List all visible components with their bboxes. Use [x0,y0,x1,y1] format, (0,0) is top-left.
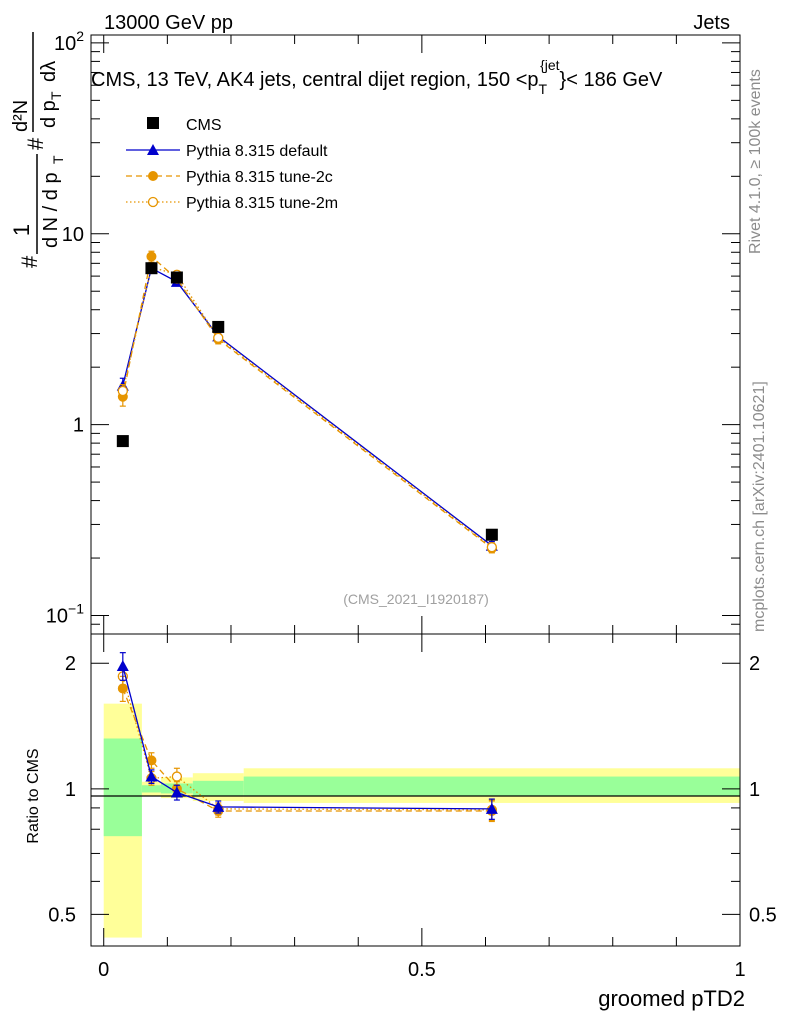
main-panel [116,250,498,554]
legend-label-tune2m: Pythia 8.315 tune-2m [186,195,338,212]
main-point-0-1 [145,262,158,275]
svg-text:#: # [17,255,42,268]
legend: CMS Pythia 8.315 default Pythia 8.315 tu… [126,117,338,212]
ratio-panel [116,652,498,823]
ratio-axes: 0.5 0.5 1 1 2 2 0 0.5 1 [48,634,777,981]
ratio-xtick-label-0: 0 [98,959,109,981]
legend-marker-cms [147,117,159,129]
legend-label-tune2c: Pythia 8.315 tune-2c [186,169,333,186]
ratio-inner-band-3 [192,780,244,797]
main-point-0-4 [485,528,498,541]
ratio-point-2-2 [171,771,183,782]
svg-text:d²N: d²N [10,100,32,132]
ratio-inner-band-0 [103,738,142,837]
main-series-line-2 [122,255,493,549]
ratio-xlabel: groomed pTD2 [598,986,745,1011]
legend-label-default: Pythia 8.315 default [186,143,328,160]
legend-marker-tune2c [148,171,158,181]
mcplots-note: mcplots.cern.ch [arXiv:2401.10621] [751,381,768,632]
ratio-point-1-0 [117,683,128,694]
main-point-3-3 [213,332,224,343]
legend-marker-default [147,144,159,155]
ratio-ylabel: Ratio to CMS [25,748,42,843]
main-ytick-label-1: 1 [73,415,84,437]
ratio-frame [90,633,741,947]
ratio-inner-band-1 [141,785,161,793]
svg-text:T: T [48,91,64,100]
main-axes: 10−1 1 10 102 [46,28,741,635]
chart-title: CMS, 13 TeV, AK4 jets, central dijet reg… [91,57,663,97]
ratio-ytick-label-right-0: 0.5 [749,904,777,926]
ratio-xtick-label-2: 1 [734,959,745,981]
ratio-point-0-2 [170,786,183,798]
main-point-0-0 [116,435,129,448]
category-label: Jets [693,12,730,34]
energy-label: 13000 GeV pp [104,12,233,34]
main-series-line-3 [122,266,493,548]
ratio-inner-band-4 [243,776,741,797]
main-point-0-3 [212,320,225,333]
ratio-point-0-1 [145,770,158,782]
svg-text:d p: d p [38,100,60,128]
ratio-point-0-3 [212,800,225,812]
main-point-2-1 [146,251,157,262]
ratio-point-0-4 [485,802,498,814]
ratio-point-0-0 [116,659,129,671]
main-point-0-2 [170,271,183,284]
svg-text:d N / d p: d N / d p [40,172,62,248]
main-ytick-label-2: 10 [62,224,84,246]
ratio-ytick-label-left-2: 2 [65,653,76,675]
main-ylabel: # 1 d N / d p T # d²N d p T dλ [9,32,66,268]
legend-label-cms: CMS [186,117,222,134]
main-point-3-0 [117,385,128,397]
legend-marker-tune2m [147,196,159,208]
main-point-3-4 [486,542,498,553]
main-ytick-label-3: 102 [54,28,84,55]
rivet-version-note: Rivet 4.1.0, ≥ 100k events [747,69,764,254]
ratio-xtick-label-1: 0.5 [408,959,436,981]
svg-text:1: 1 [9,224,34,236]
main-ytick-label-0: 10−1 [46,601,84,628]
analysis-watermark: (CMS_2021_I1920187) [343,591,489,607]
ratio-point-1-1 [146,755,157,766]
svg-text:dλ: dλ [38,61,60,82]
svg-text:#: # [23,137,48,150]
svg-text:T: T [50,155,66,164]
ratio-ytick-label-left-1: 1 [65,779,76,801]
ratio-ytick-label-right-2: 2 [749,653,760,675]
ratio-uncertainty-bands [103,703,741,938]
ratio-ytick-label-left-0: 0.5 [48,904,76,926]
ratio-ytick-label-right-1: 1 [749,779,760,801]
